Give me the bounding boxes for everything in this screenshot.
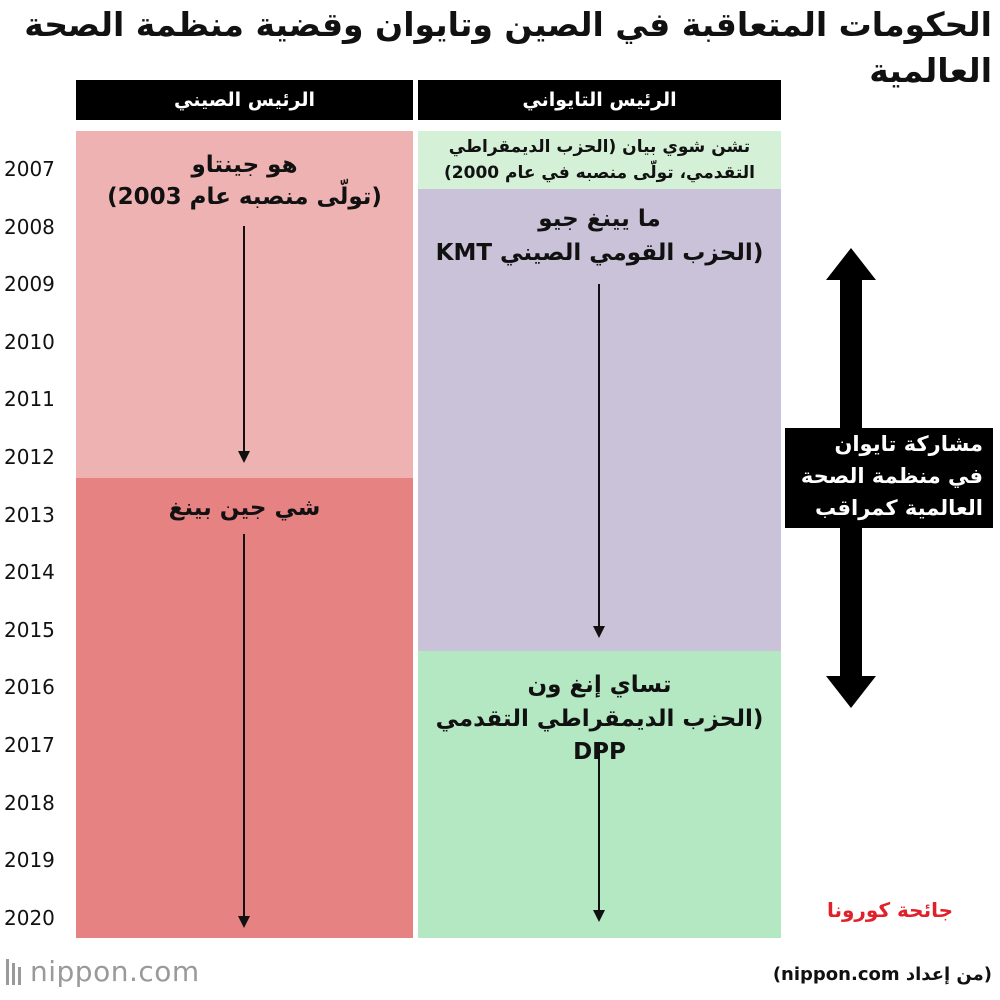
hu-jintao-block: هو جينتاو (تولّى منصبه عام 2003) bbox=[76, 131, 413, 478]
year-label: 2011 bbox=[4, 387, 55, 411]
header-china-president: الرئيس الصيني bbox=[76, 80, 413, 120]
ma-ying-jeou-arrow-head bbox=[593, 626, 605, 638]
year-label: 2013 bbox=[4, 503, 55, 527]
ma-ying-jeou-note: (الحزب القومي الصيني KMT bbox=[435, 240, 764, 266]
logo-tld: com bbox=[138, 955, 200, 988]
who-observer-line1: مشاركة تايوان bbox=[834, 432, 983, 456]
hu-jintao-name: هو جينتاو bbox=[191, 152, 298, 178]
tsai-ing-wen-block: تساي إنغ ون (الحزب الديمقراطي التقدمي DP… bbox=[418, 651, 781, 938]
year-label: 2017 bbox=[4, 733, 55, 757]
year-label: 2012 bbox=[4, 445, 55, 469]
who-observer-line2: في منظمة الصحة bbox=[800, 464, 983, 488]
tsai-ing-wen-arrow-line bbox=[598, 743, 600, 911]
xi-jinping-arrow-head bbox=[238, 916, 250, 928]
logo-brand: nippon bbox=[30, 955, 129, 988]
hu-jintao-note: (تولّى منصبه عام 2003) bbox=[107, 184, 382, 210]
nippon-logo: nippon.com bbox=[6, 955, 200, 988]
year-label: 2016 bbox=[4, 675, 55, 699]
header-taiwan-president: الرئيس التايواني bbox=[418, 80, 781, 120]
chen-shui-bian-line1: تشن شوي بيان (الحزب الديمقراطي bbox=[448, 137, 751, 157]
tsai-ing-wen-arrow-head bbox=[593, 910, 605, 922]
xi-jinping-name: شي جين بينغ bbox=[168, 495, 321, 521]
year-label: 2008 bbox=[4, 215, 55, 239]
year-label: 2020 bbox=[4, 906, 55, 930]
year-label: 2014 bbox=[4, 560, 55, 584]
ma-ying-jeou-arrow-line bbox=[598, 284, 600, 627]
xi-jinping-block: شي جين بينغ bbox=[76, 478, 413, 938]
hu-jintao-arrow-head bbox=[238, 451, 250, 463]
year-label: 2019 bbox=[4, 848, 55, 872]
logo-dot: . bbox=[128, 955, 139, 988]
year-label: 2009 bbox=[4, 272, 55, 296]
nippon-logo-icon bbox=[6, 959, 21, 985]
who-observer-label-box: مشاركة تايوان في منظمة الصحة العالمية كم… bbox=[785, 428, 993, 528]
ma-ying-jeou-name: ما يينغ جيو bbox=[538, 206, 661, 232]
chen-shui-bian-block: تشن شوي بيان (الحزب الديمقراطي التقدمي، … bbox=[418, 131, 781, 189]
year-label: 2015 bbox=[4, 618, 55, 642]
year-label: 2018 bbox=[4, 791, 55, 815]
hu-jintao-arrow-line bbox=[243, 226, 245, 451]
who-observer-line3: العالمية كمراقب bbox=[815, 496, 983, 520]
chen-shui-bian-line2: التقدمي، تولّى منصبه في عام 2000) bbox=[444, 163, 755, 183]
xi-jinping-arrow-line bbox=[243, 534, 245, 917]
year-label: 2010 bbox=[4, 330, 55, 354]
chart-title: الحكومات المتعاقبة في الصين وتايوان وقضي… bbox=[24, 5, 992, 90]
year-label: 2007 bbox=[4, 157, 55, 181]
source-note: (من إعداد nippon.com) bbox=[772, 964, 992, 985]
ma-ying-jeou-block: ما يينغ جيو (الحزب القومي الصيني KMT bbox=[418, 189, 781, 651]
tsai-ing-wen-name: تساي إنغ ون bbox=[527, 672, 672, 698]
corona-pandemic-label: جائحة كورونا bbox=[826, 898, 954, 922]
